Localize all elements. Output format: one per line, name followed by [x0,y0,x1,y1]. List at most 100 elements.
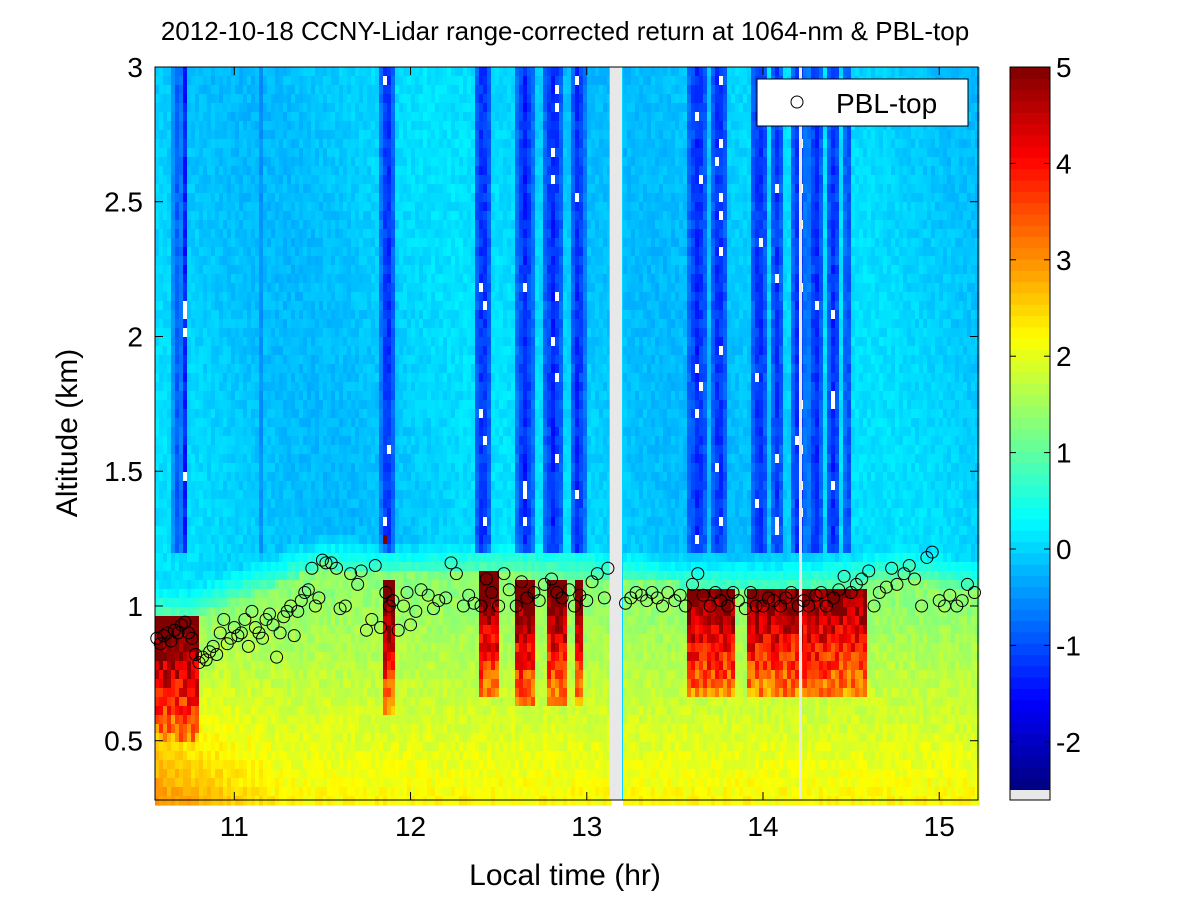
heatmap-cell [343,589,348,599]
heatmap-cell [387,328,392,338]
heatmap-cell [287,661,292,671]
heatmap-cell [239,175,244,185]
heatmap-cell [375,742,380,752]
heatmap-cell [355,202,360,212]
heatmap-cell [271,418,276,428]
heatmap-cell [155,715,160,725]
heatmap-cell [315,148,320,158]
heatmap-cell [199,481,204,491]
heatmap-cell [259,580,264,590]
heatmap-cell [243,670,248,680]
heatmap-cell [355,391,360,401]
heatmap-cell [215,562,220,572]
heatmap-cell [215,472,220,482]
heatmap-cell [307,157,312,167]
heatmap-cell [179,751,184,761]
heatmap-cell [287,175,292,185]
heatmap-cell [255,355,260,365]
heatmap-cell [259,130,264,140]
heatmap-cell [255,481,260,491]
heatmap-cell [275,463,280,473]
heatmap-cell [359,301,364,311]
heatmap-cell [179,490,184,500]
heatmap-cell [207,391,212,401]
heatmap-cell [247,67,252,77]
heatmap-cell [259,112,264,122]
heatmap-cell [175,526,180,536]
heatmap-cell [355,292,360,302]
heatmap-cell [383,715,388,725]
heatmap-cell [387,760,392,770]
heatmap-cell [239,436,244,446]
heatmap-cell [159,382,164,392]
heatmap-cell [367,382,372,392]
heatmap-cell [351,490,356,500]
heatmap-cell [375,634,380,644]
heatmap-cell [155,571,160,581]
heatmap-cell [239,139,244,149]
heatmap-cell [239,472,244,482]
heatmap-cell [199,310,204,320]
heatmap-cell [275,562,280,572]
heatmap-cell [343,445,348,455]
heatmap-cell [311,724,316,734]
heatmap-cell [271,211,276,221]
heatmap-cell [295,175,300,185]
heatmap-cell [327,193,332,203]
heatmap-cell [171,202,176,212]
heatmap-cell [331,706,336,716]
heatmap-cell [171,301,176,311]
heatmap-cell [311,571,316,581]
heatmap-cell [183,256,188,266]
heatmap-cell [231,166,236,176]
heatmap-cell [311,265,316,275]
heatmap-cell [167,661,172,671]
heatmap-cell [311,94,316,104]
heatmap-cell [203,517,208,527]
heatmap-cell [259,292,264,302]
heatmap-cell [263,481,268,491]
heatmap-cell [271,625,276,635]
heatmap-cell [275,265,280,275]
heatmap-cell [363,706,368,716]
heatmap-cell [215,382,220,392]
heatmap-cell [203,211,208,221]
heatmap-cell [219,301,224,311]
heatmap-cell [359,337,364,347]
heatmap-cell [295,598,300,608]
heatmap-cell [199,715,204,725]
heatmap-cell [251,517,256,527]
heatmap-cell [387,292,392,302]
heatmap-cell [215,193,220,203]
heatmap-cell [311,382,316,392]
heatmap-cell [239,211,244,221]
heatmap-cell [355,229,360,239]
heatmap-cell [387,418,392,428]
heatmap-cell [367,130,372,140]
heatmap-cell [223,454,228,464]
heatmap-cell [191,670,196,680]
heatmap-cell [243,481,248,491]
heatmap-cell [335,328,340,338]
heatmap-cell [307,589,312,599]
heatmap-cell [215,139,220,149]
heatmap-cell [259,463,264,473]
heatmap-cell [331,364,336,374]
heatmap-cell [307,427,312,437]
heatmap-cell [371,121,376,131]
heatmap-cell [391,616,396,626]
heatmap-cell [371,706,376,716]
heatmap-cell [351,544,356,554]
heatmap-cell [207,67,212,77]
heatmap-cell [327,76,332,86]
heatmap-cell [375,229,380,239]
heatmap-cell [307,337,312,347]
heatmap-cell [375,724,380,734]
heatmap-cell [303,202,308,212]
heatmap-cell [207,598,212,608]
heatmap-cell [319,283,324,293]
heatmap-cell [307,391,312,401]
heatmap-cell [295,580,300,590]
heatmap-cell [355,166,360,176]
heatmap-cell [395,535,400,545]
